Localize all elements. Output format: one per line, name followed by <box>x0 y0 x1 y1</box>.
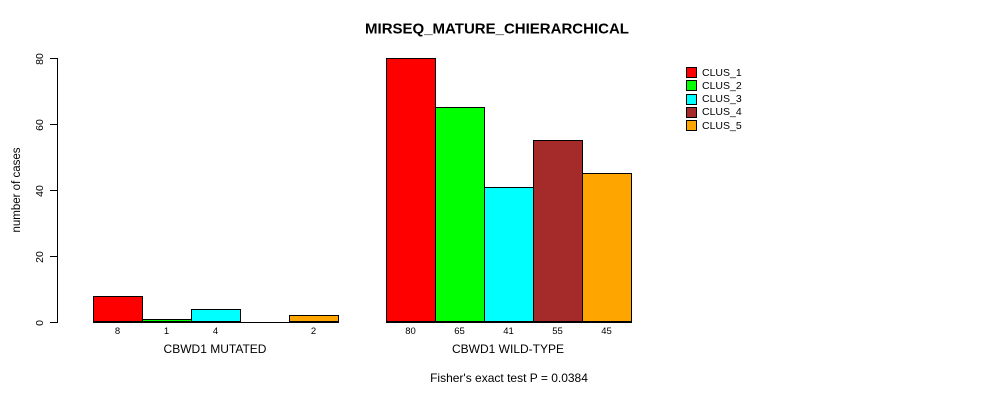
legend-swatch-clus_4 <box>686 106 697 118</box>
group-baseline <box>93 322 339 323</box>
legend-label-clus_5: CLUS_5 <box>702 119 742 132</box>
y-tick-label: 80 <box>34 52 46 65</box>
legend-label-clus_4: CLUS_4 <box>702 106 742 119</box>
bar-value-label: 1 <box>163 326 170 337</box>
bar-value-label: 80 <box>405 326 416 337</box>
chart-title: MIRSEQ_MATURE_CHIERARCHICAL <box>365 20 629 38</box>
legend-swatch-clus_5 <box>686 120 697 132</box>
legend-swatch-clus_2 <box>686 80 697 92</box>
bar-value-label: 41 <box>503 326 514 337</box>
y-tick-label: 0 <box>34 319 46 326</box>
x-group-label-mutated: CBWD1 MUTATED <box>163 342 267 356</box>
legend-label-clus_1: CLUS_1 <box>702 66 742 79</box>
legend-swatch-clus_1 <box>686 67 697 78</box>
y-tick-label: 40 <box>34 184 46 197</box>
bar-clus_5 <box>289 315 339 322</box>
bar-clus_1 <box>93 296 143 322</box>
bar-clus_2 <box>435 107 485 322</box>
bar-clus_4 <box>533 140 583 322</box>
bar-clus_3 <box>484 187 534 322</box>
bar-clus_2 <box>142 319 192 322</box>
bar-value-label: 8 <box>114 326 121 337</box>
legend-label-clus_2: CLUS_2 <box>702 79 742 92</box>
bar-value-label: 55 <box>552 326 563 337</box>
group-baseline <box>386 322 632 323</box>
legend-swatch-clus_3 <box>686 93 697 105</box>
y-axis-tick <box>50 256 57 257</box>
bar-clus_3 <box>191 309 241 322</box>
annotation-pvalue: Fisher's exact test P = 0.0384 <box>430 371 588 385</box>
bar-clus_5 <box>582 173 632 322</box>
legend-label-clus_3: CLUS_3 <box>702 93 742 106</box>
y-tick-label: 20 <box>34 250 46 263</box>
y-tick-label: 60 <box>34 118 46 131</box>
y-axis-tick <box>50 322 57 323</box>
bar-clus_1 <box>386 58 436 322</box>
bar-value-label: 2 <box>310 326 317 337</box>
bar-value-label: 45 <box>601 326 612 337</box>
x-group-label-wildtype: CBWD1 WILD-TYPE <box>451 342 565 356</box>
y-axis-label: number of cases <box>11 147 23 233</box>
y-axis-tick <box>50 58 57 59</box>
y-axis-tick <box>50 190 57 191</box>
y-axis-tick <box>50 124 57 125</box>
y-axis-line <box>57 58 58 323</box>
bar-value-label: 65 <box>454 326 465 337</box>
bar-value-label: 4 <box>212 326 219 337</box>
